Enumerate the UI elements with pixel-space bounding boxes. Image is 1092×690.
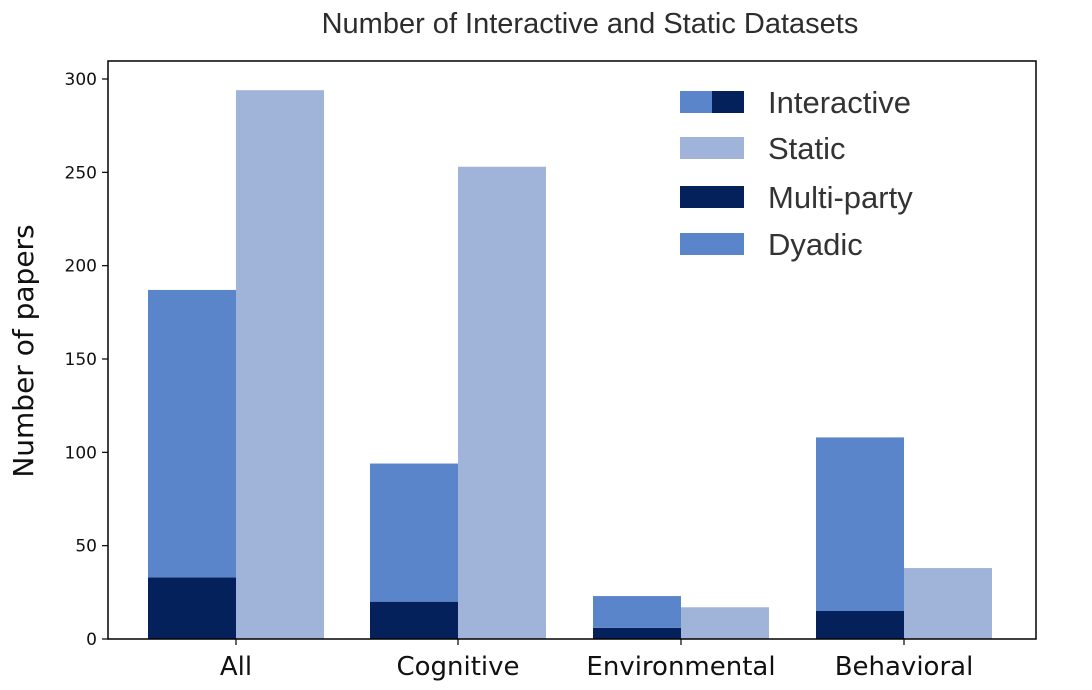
y-tick-label-200: 200 (65, 257, 97, 277)
legend-swatch-interactive-part-2 (712, 91, 744, 113)
legend: Interactive Static Multi-party Dyadic (680, 85, 913, 262)
legend-swatch-dyadic (680, 233, 744, 255)
legend-swatch-multi-party (680, 186, 744, 208)
legend-entry-static: Static (680, 131, 846, 166)
legend-label-dyadic: Dyadic (768, 227, 863, 262)
legend-entry-multi-party: Multi-party (680, 180, 913, 215)
bar-dyadic-behavioral (816, 437, 904, 611)
legend-entry-dyadic: Dyadic (680, 227, 863, 262)
bar-static-environmental (681, 607, 769, 639)
x-tick-label-cognitive: Cognitive (396, 652, 519, 682)
legend-label-multi-party: Multi-party (768, 180, 913, 215)
legend-entry-interactive: Interactive (680, 85, 911, 120)
y-axis-ticks: 0 50 100 150 200 250 300 (65, 70, 108, 650)
y-tick-label-150: 150 (65, 350, 97, 370)
y-tick-label-50: 50 (75, 537, 97, 557)
plot-frame (107, 60, 1037, 640)
bar-dyadic-all (148, 289, 236, 578)
y-axis-label: Number of papers (7, 224, 40, 477)
x-tick-label-behavioral: Behavioral (835, 652, 974, 682)
bar-multi-party-cognitive (370, 601, 458, 639)
y-tick-label-100: 100 (65, 443, 97, 463)
bar-static-cognitive (458, 166, 546, 639)
bar-multi-party-environmental (593, 627, 681, 639)
x-tick-label-all: All (220, 652, 252, 682)
legend-label-static: Static (768, 131, 846, 166)
x-axis-ticks: All Cognitive Environmental Behavioral (220, 639, 973, 682)
bar-multi-party-behavioral (816, 611, 904, 639)
bar-multi-party-all (148, 577, 236, 639)
legend-swatch-interactive-part-1 (680, 91, 712, 113)
y-tick-label-250: 250 (65, 163, 97, 183)
bar-dyadic-environmental (593, 596, 681, 628)
y-tick-label-300: 300 (65, 70, 97, 90)
chart-title: Number of Interactive and Static Dataset… (322, 8, 859, 40)
bar-static-behavioral (904, 568, 992, 639)
y-tick-label-0: 0 (86, 630, 97, 650)
bar-dyadic-cognitive (370, 463, 458, 602)
x-tick-label-environmental: Environmental (586, 652, 775, 682)
bar-static-all (236, 90, 324, 639)
legend-label-interactive: Interactive (768, 85, 911, 120)
bars-layer (148, 90, 992, 639)
legend-swatch-static (680, 137, 744, 159)
